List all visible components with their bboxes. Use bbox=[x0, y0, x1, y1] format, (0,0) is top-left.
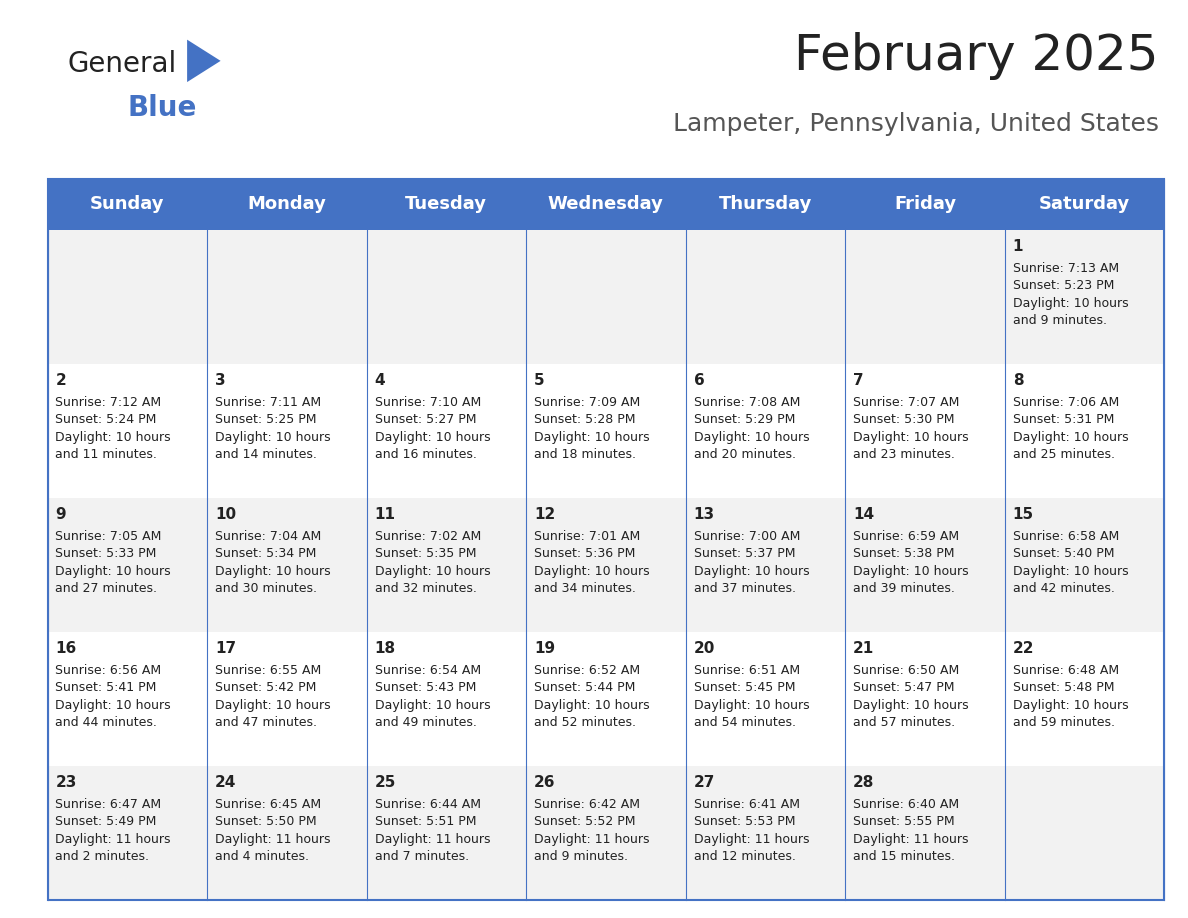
Text: 5: 5 bbox=[535, 373, 545, 388]
Text: 17: 17 bbox=[215, 641, 236, 656]
Text: Monday: Monday bbox=[247, 196, 327, 213]
Text: Sunrise: 7:07 AM
Sunset: 5:30 PM
Daylight: 10 hours
and 23 minutes.: Sunrise: 7:07 AM Sunset: 5:30 PM Dayligh… bbox=[853, 396, 968, 461]
Text: 4: 4 bbox=[374, 373, 385, 388]
Text: 2: 2 bbox=[56, 373, 67, 388]
Text: Sunrise: 7:01 AM
Sunset: 5:36 PM
Daylight: 10 hours
and 34 minutes.: Sunrise: 7:01 AM Sunset: 5:36 PM Dayligh… bbox=[535, 530, 650, 595]
Text: Sunrise: 7:11 AM
Sunset: 5:25 PM
Daylight: 10 hours
and 14 minutes.: Sunrise: 7:11 AM Sunset: 5:25 PM Dayligh… bbox=[215, 396, 330, 461]
Text: Tuesday: Tuesday bbox=[405, 196, 487, 213]
Text: Sunrise: 6:52 AM
Sunset: 5:44 PM
Daylight: 10 hours
and 52 minutes.: Sunrise: 6:52 AM Sunset: 5:44 PM Dayligh… bbox=[535, 664, 650, 729]
Text: Sunrise: 7:04 AM
Sunset: 5:34 PM
Daylight: 10 hours
and 30 minutes.: Sunrise: 7:04 AM Sunset: 5:34 PM Dayligh… bbox=[215, 530, 330, 595]
Text: Sunrise: 7:13 AM
Sunset: 5:23 PM
Daylight: 10 hours
and 9 minutes.: Sunrise: 7:13 AM Sunset: 5:23 PM Dayligh… bbox=[1012, 262, 1129, 327]
Text: Sunrise: 7:06 AM
Sunset: 5:31 PM
Daylight: 10 hours
and 25 minutes.: Sunrise: 7:06 AM Sunset: 5:31 PM Dayligh… bbox=[1012, 396, 1129, 461]
Text: Sunrise: 6:44 AM
Sunset: 5:51 PM
Daylight: 11 hours
and 7 minutes.: Sunrise: 6:44 AM Sunset: 5:51 PM Dayligh… bbox=[374, 798, 491, 863]
Text: Sunrise: 7:12 AM
Sunset: 5:24 PM
Daylight: 10 hours
and 11 minutes.: Sunrise: 7:12 AM Sunset: 5:24 PM Dayligh… bbox=[56, 396, 171, 461]
Text: 16: 16 bbox=[56, 641, 77, 656]
Text: 7: 7 bbox=[853, 373, 864, 388]
Text: 26: 26 bbox=[535, 775, 556, 790]
Text: 3: 3 bbox=[215, 373, 226, 388]
Text: 14: 14 bbox=[853, 507, 874, 522]
Text: Sunrise: 6:42 AM
Sunset: 5:52 PM
Daylight: 11 hours
and 9 minutes.: Sunrise: 6:42 AM Sunset: 5:52 PM Dayligh… bbox=[535, 798, 650, 863]
Text: 27: 27 bbox=[694, 775, 715, 790]
Text: 13: 13 bbox=[694, 507, 715, 522]
Text: 8: 8 bbox=[1012, 373, 1023, 388]
Text: 6: 6 bbox=[694, 373, 704, 388]
Text: Sunrise: 6:45 AM
Sunset: 5:50 PM
Daylight: 11 hours
and 4 minutes.: Sunrise: 6:45 AM Sunset: 5:50 PM Dayligh… bbox=[215, 798, 330, 863]
Text: Sunrise: 6:50 AM
Sunset: 5:47 PM
Daylight: 10 hours
and 57 minutes.: Sunrise: 6:50 AM Sunset: 5:47 PM Dayligh… bbox=[853, 664, 968, 729]
Text: Lampeter, Pennsylvania, United States: Lampeter, Pennsylvania, United States bbox=[672, 112, 1158, 137]
Text: Sunrise: 6:40 AM
Sunset: 5:55 PM
Daylight: 11 hours
and 15 minutes.: Sunrise: 6:40 AM Sunset: 5:55 PM Dayligh… bbox=[853, 798, 968, 863]
Text: Sunrise: 6:41 AM
Sunset: 5:53 PM
Daylight: 11 hours
and 12 minutes.: Sunrise: 6:41 AM Sunset: 5:53 PM Dayligh… bbox=[694, 798, 809, 863]
Text: 10: 10 bbox=[215, 507, 236, 522]
Text: Sunrise: 6:59 AM
Sunset: 5:38 PM
Daylight: 10 hours
and 39 minutes.: Sunrise: 6:59 AM Sunset: 5:38 PM Dayligh… bbox=[853, 530, 968, 595]
Text: 18: 18 bbox=[374, 641, 396, 656]
Text: 25: 25 bbox=[374, 775, 396, 790]
Text: 24: 24 bbox=[215, 775, 236, 790]
Text: Sunrise: 6:58 AM
Sunset: 5:40 PM
Daylight: 10 hours
and 42 minutes.: Sunrise: 6:58 AM Sunset: 5:40 PM Dayligh… bbox=[1012, 530, 1129, 595]
Text: Sunrise: 7:10 AM
Sunset: 5:27 PM
Daylight: 10 hours
and 16 minutes.: Sunrise: 7:10 AM Sunset: 5:27 PM Dayligh… bbox=[374, 396, 491, 461]
Text: Sunrise: 7:00 AM
Sunset: 5:37 PM
Daylight: 10 hours
and 37 minutes.: Sunrise: 7:00 AM Sunset: 5:37 PM Dayligh… bbox=[694, 530, 809, 595]
Text: 9: 9 bbox=[56, 507, 67, 522]
Text: 11: 11 bbox=[374, 507, 396, 522]
Text: Sunrise: 6:54 AM
Sunset: 5:43 PM
Daylight: 10 hours
and 49 minutes.: Sunrise: 6:54 AM Sunset: 5:43 PM Dayligh… bbox=[374, 664, 491, 729]
Text: Sunrise: 7:09 AM
Sunset: 5:28 PM
Daylight: 10 hours
and 18 minutes.: Sunrise: 7:09 AM Sunset: 5:28 PM Dayligh… bbox=[535, 396, 650, 461]
Text: Sunrise: 6:51 AM
Sunset: 5:45 PM
Daylight: 10 hours
and 54 minutes.: Sunrise: 6:51 AM Sunset: 5:45 PM Dayligh… bbox=[694, 664, 809, 729]
Text: 20: 20 bbox=[694, 641, 715, 656]
Text: 1: 1 bbox=[1012, 239, 1023, 254]
Text: Sunrise: 6:48 AM
Sunset: 5:48 PM
Daylight: 10 hours
and 59 minutes.: Sunrise: 6:48 AM Sunset: 5:48 PM Dayligh… bbox=[1012, 664, 1129, 729]
Text: Thursday: Thursday bbox=[719, 196, 813, 213]
Text: Sunrise: 6:56 AM
Sunset: 5:41 PM
Daylight: 10 hours
and 44 minutes.: Sunrise: 6:56 AM Sunset: 5:41 PM Dayligh… bbox=[56, 664, 171, 729]
Text: General: General bbox=[68, 50, 177, 78]
Text: Sunrise: 7:08 AM
Sunset: 5:29 PM
Daylight: 10 hours
and 20 minutes.: Sunrise: 7:08 AM Sunset: 5:29 PM Dayligh… bbox=[694, 396, 809, 461]
Text: Sunday: Sunday bbox=[90, 196, 164, 213]
Text: 22: 22 bbox=[1012, 641, 1035, 656]
Text: 23: 23 bbox=[56, 775, 77, 790]
Polygon shape bbox=[188, 39, 221, 82]
Text: Saturday: Saturday bbox=[1038, 196, 1130, 213]
Text: 12: 12 bbox=[535, 507, 555, 522]
Text: Sunrise: 7:05 AM
Sunset: 5:33 PM
Daylight: 10 hours
and 27 minutes.: Sunrise: 7:05 AM Sunset: 5:33 PM Dayligh… bbox=[56, 530, 171, 595]
Text: 28: 28 bbox=[853, 775, 874, 790]
Text: Wednesday: Wednesday bbox=[548, 196, 664, 213]
Text: Sunrise: 7:02 AM
Sunset: 5:35 PM
Daylight: 10 hours
and 32 minutes.: Sunrise: 7:02 AM Sunset: 5:35 PM Dayligh… bbox=[374, 530, 491, 595]
Text: February 2025: February 2025 bbox=[794, 32, 1158, 80]
Text: 19: 19 bbox=[535, 641, 555, 656]
Text: 21: 21 bbox=[853, 641, 874, 656]
Text: Friday: Friday bbox=[893, 196, 956, 213]
Text: Blue: Blue bbox=[128, 95, 197, 122]
Text: 15: 15 bbox=[1012, 507, 1034, 522]
Text: Sunrise: 6:47 AM
Sunset: 5:49 PM
Daylight: 11 hours
and 2 minutes.: Sunrise: 6:47 AM Sunset: 5:49 PM Dayligh… bbox=[56, 798, 171, 863]
Text: Sunrise: 6:55 AM
Sunset: 5:42 PM
Daylight: 10 hours
and 47 minutes.: Sunrise: 6:55 AM Sunset: 5:42 PM Dayligh… bbox=[215, 664, 330, 729]
